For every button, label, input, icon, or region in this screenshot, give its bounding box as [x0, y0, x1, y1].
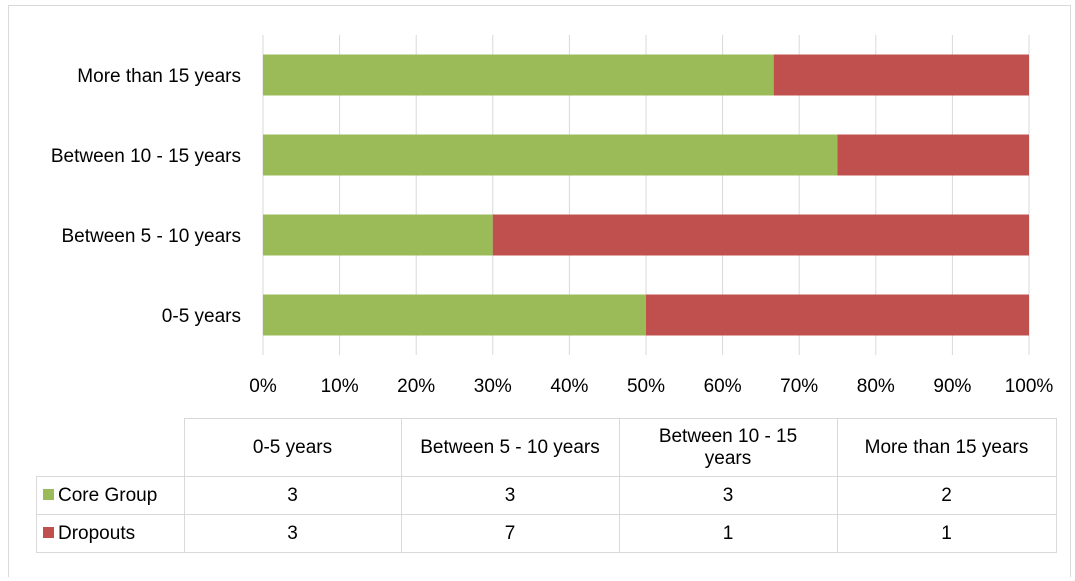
category-label: 0-5 years	[162, 306, 241, 327]
data-table-cell: 3	[618, 476, 838, 515]
data-table-cell: 1	[836, 514, 1057, 553]
x-tick-label: 90%	[933, 376, 971, 397]
x-tick-label: 30%	[474, 376, 512, 397]
x-tick-label: 60%	[704, 376, 742, 397]
data-table-cell: 2	[836, 476, 1057, 515]
data-table-cell: 3	[400, 476, 620, 515]
data-table-row: Dropouts 3 7 1 1	[36, 514, 1057, 553]
x-tick-label: 20%	[397, 376, 435, 397]
x-tick-label: 70%	[780, 376, 818, 397]
bar-core-group	[263, 294, 646, 336]
bar-dropouts	[773, 54, 1029, 96]
data-table-cell: 3	[183, 476, 402, 515]
data-table-row: Core Group 3 3 3 2	[36, 476, 1057, 515]
category-label: More than 15 years	[77, 66, 241, 87]
category-label: Between 10 - 15 years	[51, 146, 241, 167]
data-table-corner	[36, 418, 185, 477]
x-tick-label: 80%	[857, 376, 895, 397]
data-table-cell: 3	[183, 514, 402, 553]
bar-dropouts	[646, 294, 1029, 336]
data-table-header-cell: Between 10 - 15 years	[618, 418, 838, 477]
x-tick-label: 0%	[249, 376, 277, 397]
bar-dropouts	[837, 134, 1029, 176]
data-table-header-text: Between 10 - 15 years	[658, 425, 798, 469]
legend-swatch-core-group	[43, 488, 54, 500]
data-table-header-cell: Between 5 - 10 years	[400, 418, 620, 477]
stacked-bar-chart: 0% 10% 20% 30% 40% 50% 60% 70% 80% 90% 100% 0-5 yea…	[51, 35, 1054, 397]
x-tick-label: 40%	[550, 376, 588, 397]
data-table-row-label: Core Group	[36, 476, 185, 515]
data-table-header-cell: More than 15 years	[836, 418, 1057, 477]
bar-core-group	[263, 134, 838, 176]
legend-label-dropouts: Dropouts	[58, 522, 136, 544]
data-table-cell: 1	[618, 514, 838, 553]
data-table-cell: 7	[400, 514, 620, 553]
bar-core-group	[263, 54, 774, 96]
data-table-row-label: Dropouts	[36, 514, 185, 553]
bar-core-group	[263, 214, 493, 256]
category-label: Between 5 - 10 years	[61, 226, 241, 247]
legend-swatch-dropouts	[43, 526, 54, 538]
bar-dropouts	[492, 214, 1029, 256]
data-table-header-cell: 0-5 years	[183, 418, 402, 477]
x-tick-label: 100%	[1005, 376, 1054, 397]
data-table-header-row: 0-5 years Between 5 - 10 years Between 1…	[36, 418, 1057, 477]
x-tick-label: 50%	[627, 376, 665, 397]
x-tick-label: 10%	[321, 376, 359, 397]
legend-label-core-group: Core Group	[58, 484, 158, 506]
chart-frame	[8, 5, 1071, 577]
data-table: 0-5 years Between 5 - 10 years Between 1…	[36, 418, 1057, 553]
